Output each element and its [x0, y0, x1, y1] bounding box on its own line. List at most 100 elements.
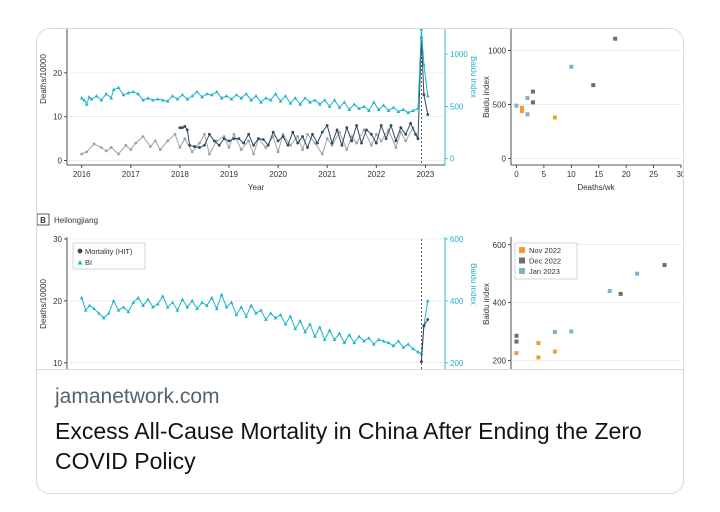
point-baidu	[200, 300, 204, 304]
point-mortality_alt	[325, 137, 329, 141]
link-card[interactable]: 0 10 20 0 500 1000 Baidu index 2016 2017 2018 2019…	[36, 28, 684, 494]
point-mortality	[311, 132, 314, 136]
point-mortality	[416, 137, 420, 141]
point-baidu	[381, 103, 386, 107]
y-tick-label: 20	[53, 69, 62, 78]
point-baidu	[87, 95, 91, 99]
point-mortality	[369, 132, 373, 136]
point-baidu	[303, 329, 307, 334]
point-mortality_alt	[301, 148, 305, 152]
point-baidu	[396, 339, 401, 343]
point-baidu	[322, 337, 327, 341]
point-mortality	[212, 139, 216, 143]
point-mortality	[301, 135, 305, 138]
x-tick-label: 0	[514, 170, 519, 179]
point-baidu	[419, 29, 424, 31]
scatter-point-dec	[514, 339, 519, 344]
legend-label: Dec 2022	[529, 257, 561, 266]
point-baidu	[126, 309, 131, 314]
point-baidu	[92, 306, 96, 311]
point-baidu	[131, 89, 136, 94]
point-baidu	[288, 101, 293, 105]
point-mortality	[261, 138, 265, 141]
y2-tick-label: 1000	[450, 50, 468, 59]
point-mortality	[340, 143, 344, 147]
point-mortality	[335, 128, 339, 132]
point-baidu	[146, 297, 150, 301]
point-baidu	[259, 100, 263, 104]
point-mortality	[217, 143, 221, 147]
point-baidu	[254, 93, 258, 98]
point-baidu	[362, 339, 366, 343]
point-mortality	[198, 146, 201, 149]
card-caption[interactable]: jamanetwork.com Excess All-Cause Mortali…	[37, 369, 683, 493]
point-baidu	[391, 343, 396, 348]
point-baidu	[180, 297, 185, 301]
point-mortality	[422, 93, 426, 97]
point-mortality	[409, 121, 413, 125]
legend-marker-mortality	[77, 248, 83, 254]
point-mortality_alt	[134, 141, 138, 145]
point-baidu	[357, 106, 361, 110]
scatter-point-nov	[536, 355, 541, 360]
point-mortality_alt	[190, 150, 194, 154]
point-mortality_alt	[80, 152, 84, 156]
point-mortality_alt	[355, 141, 359, 145]
y-tick-label: 1000	[488, 47, 506, 56]
point-mortality	[203, 143, 206, 147]
point-baidu	[244, 314, 248, 318]
point-baidu	[151, 98, 155, 102]
point-baidu	[87, 303, 92, 307]
point-mortality_alt	[166, 139, 170, 143]
point-baidu	[165, 99, 170, 103]
y-tick-label: 10	[53, 359, 62, 368]
card-title: Excess All-Cause Mortality in China Afte…	[55, 418, 642, 474]
scatter-point-dec	[530, 89, 535, 94]
y2-tick-label: 500	[450, 102, 464, 111]
y-axis-label: Baidu index	[482, 76, 491, 118]
point-mortality_alt	[232, 132, 236, 136]
y2-tick-label: 400	[450, 297, 464, 306]
point-mortality	[422, 324, 426, 328]
y2-tick-label: 0	[450, 155, 455, 164]
point-mortality	[276, 139, 280, 143]
scatter-point-dec	[514, 333, 519, 338]
point-mortality	[394, 139, 398, 143]
point-mortality	[222, 137, 226, 141]
point-mortality_alt	[345, 148, 349, 152]
point-mortality	[384, 137, 388, 141]
point-baidu	[79, 96, 84, 100]
x-tick-label: 2017	[122, 170, 140, 179]
point-baidu	[342, 100, 347, 104]
point-baidu	[136, 91, 140, 96]
point-baidu	[185, 97, 190, 101]
x-tick-label: 30	[677, 170, 684, 179]
scatter-point-jan	[514, 103, 519, 108]
point-baidu	[278, 99, 283, 103]
point-baidu	[264, 317, 268, 321]
point-mortality	[296, 141, 300, 145]
point-baidu	[229, 97, 234, 101]
x-tick-label: 2020	[269, 170, 287, 179]
point-mortality_alt	[399, 130, 403, 134]
point-baidu	[313, 334, 317, 338]
legend-label: BI	[85, 258, 92, 267]
scatter-point-nov	[552, 115, 557, 120]
panel-top-left	[64, 29, 448, 168]
point-mortality_alt	[271, 135, 275, 138]
point-baidu	[327, 328, 332, 332]
point-baidu	[156, 302, 160, 306]
y-tick-label: 400	[493, 299, 507, 308]
point-mortality	[345, 126, 349, 130]
point-baidu	[249, 98, 253, 102]
point-baidu	[214, 306, 219, 311]
point-baidu	[362, 104, 366, 108]
point-mortality_alt	[369, 143, 373, 147]
y-tick-label: 0	[58, 157, 63, 166]
point-baidu	[104, 91, 109, 96]
scatter-point-nov	[552, 349, 557, 354]
point-mortality_alt	[104, 149, 108, 153]
scatter-point-jan	[635, 271, 640, 276]
scatter-point-jan	[525, 96, 530, 101]
